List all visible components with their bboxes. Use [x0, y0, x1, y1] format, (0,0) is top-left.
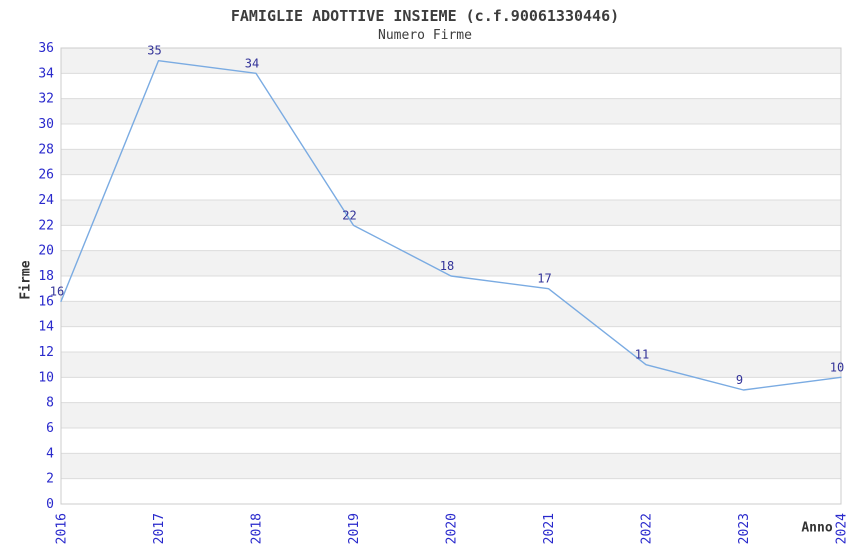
- data-point-label: 11: [635, 348, 649, 362]
- plot-border: [60, 47, 842, 505]
- plot-band: [61, 352, 841, 378]
- y-tick-label: 10: [38, 370, 54, 385]
- x-axis-label: Anno: [801, 520, 833, 536]
- y-tick-label: 4: [46, 446, 54, 461]
- x-tick-label: 2016: [55, 513, 70, 544]
- plot-band: [61, 402, 841, 428]
- plot-band: [61, 250, 841, 276]
- data-point-label: 34: [245, 56, 259, 70]
- data-point-label: 16: [50, 284, 64, 298]
- y-tick-label: 22: [38, 218, 54, 233]
- y-tick-label: 26: [38, 168, 54, 183]
- x-tick-label: 2024: [835, 513, 850, 544]
- y-tick-label: 20: [38, 244, 54, 259]
- data-point-label: 17: [537, 272, 551, 286]
- x-tick-label: 2023: [737, 513, 752, 544]
- plot-band: [61, 301, 841, 327]
- y-tick-label: 18: [38, 269, 54, 284]
- data-point-label: 22: [342, 208, 356, 222]
- y-tick-label: 12: [38, 345, 54, 360]
- x-tick-label: 2020: [445, 513, 460, 544]
- y-tick-label: 14: [38, 320, 54, 335]
- y-tick-label: 24: [38, 193, 54, 208]
- y-tick-label: 36: [38, 41, 54, 56]
- plot-band: [61, 453, 841, 479]
- x-tick-label: 2019: [347, 513, 362, 544]
- y-tick-label: 0: [46, 497, 54, 512]
- data-point-label: 9: [736, 373, 743, 387]
- y-tick-label: 32: [38, 92, 54, 107]
- plot-band: [61, 200, 841, 226]
- y-tick-label: 28: [38, 142, 54, 157]
- chart-title: FAMIGLIE ADOTTIVE INSIEME (c.f.900613304…: [230, 7, 620, 25]
- plot-band: [61, 149, 841, 175]
- x-tick-label: 2017: [152, 513, 167, 544]
- y-tick-label: 34: [38, 66, 54, 81]
- y-axis-label: Firme: [18, 260, 34, 300]
- x-tick-label: 2022: [640, 513, 655, 544]
- data-point-label: 10: [830, 360, 844, 374]
- y-tick-label: 6: [46, 421, 54, 436]
- data-point-label: 18: [440, 259, 454, 273]
- data-point-label: 35: [147, 44, 161, 58]
- y-tick-label: 2: [46, 472, 54, 487]
- y-tick-label: 30: [38, 117, 54, 132]
- plot-band: [61, 98, 841, 124]
- plot-band: [61, 48, 841, 74]
- data-line: [60, 59, 842, 391]
- chart-subtitle: Numero Firme: [378, 28, 472, 43]
- y-tick-label: 16: [38, 294, 54, 309]
- x-tick-label: 2018: [250, 513, 265, 544]
- y-tick-label: 8: [46, 396, 54, 411]
- x-tick-label: 2021: [542, 513, 557, 544]
